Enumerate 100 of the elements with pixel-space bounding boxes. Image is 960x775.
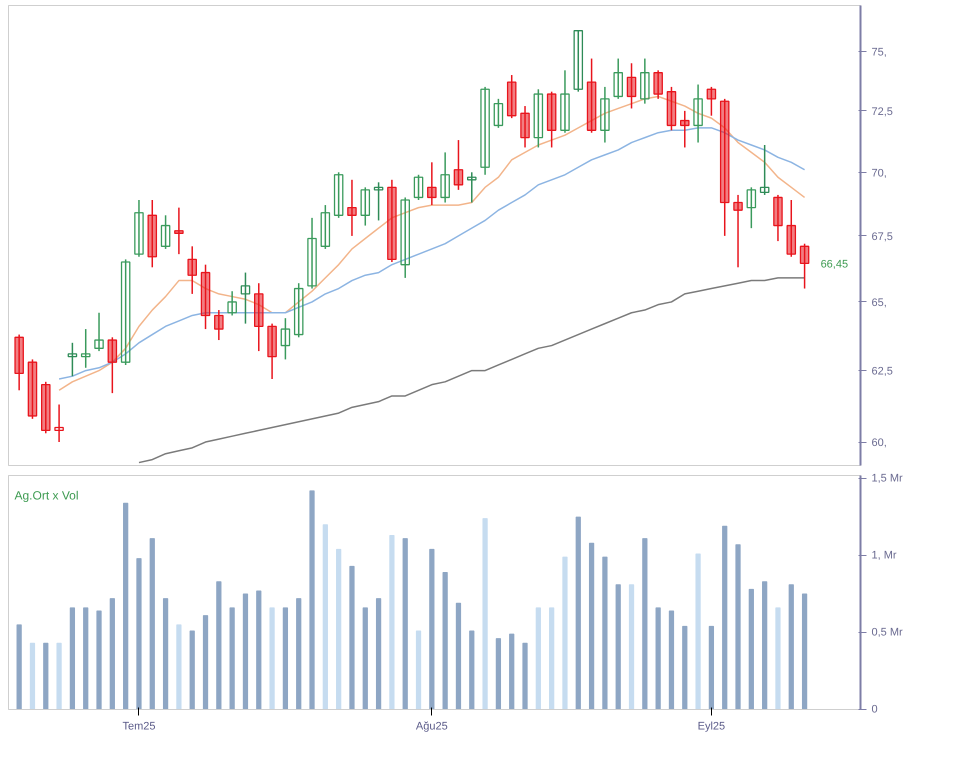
- bar: [269, 607, 275, 710]
- candlestick: [120, 258, 130, 366]
- candlestick: [653, 70, 663, 100]
- bar: [735, 544, 741, 710]
- bar: [695, 554, 701, 710]
- bar: [96, 610, 102, 710]
- candlestick: [41, 381, 51, 434]
- candlestick: [28, 358, 38, 420]
- bar: [429, 548, 434, 710]
- candlestick: [520, 105, 530, 148]
- candlestick: [294, 282, 304, 338]
- bar: [708, 626, 714, 710]
- bar: [522, 642, 528, 710]
- bar: [482, 518, 488, 710]
- candlestick: [574, 30, 584, 92]
- candlestick: [360, 186, 370, 226]
- bar: [788, 584, 794, 710]
- x-tick-label: Eyl25: [698, 720, 726, 732]
- bar: [536, 607, 541, 710]
- candlestick: [613, 58, 623, 100]
- bar: [656, 607, 661, 710]
- candlestick: [720, 98, 730, 237]
- candlestick: [414, 174, 424, 201]
- candlestick: [506, 74, 516, 119]
- bar: [362, 607, 368, 710]
- bar: [509, 634, 514, 710]
- y-tick-label: 1, Mr: [872, 550, 897, 562]
- y-tick-label: 65,: [872, 296, 887, 309]
- candlestick: [586, 58, 596, 134]
- y-tick-label: 0,5 Mr: [872, 626, 904, 639]
- candlestick: [334, 172, 344, 219]
- bar: [216, 581, 222, 710]
- text: Ag.Ort x Vol: [14, 488, 79, 502]
- candlestick: [307, 217, 317, 290]
- bar: [389, 535, 395, 710]
- candlestick: [94, 312, 104, 352]
- x-tick-label: Tem25: [122, 720, 156, 732]
- y-tick-label: 1,5 Mr: [872, 472, 904, 485]
- bar: [802, 594, 808, 710]
- bar: [762, 581, 768, 710]
- bar: [190, 630, 195, 710]
- bar: [616, 584, 621, 710]
- candlestick: [534, 88, 544, 148]
- candlestick: [480, 86, 490, 176]
- candlestick: [254, 282, 264, 352]
- candlestick: [494, 98, 504, 129]
- candlestick: [666, 86, 676, 132]
- candlestick: [148, 199, 158, 268]
- candlestick: [786, 199, 796, 258]
- bar: [642, 538, 648, 710]
- bar: [282, 607, 288, 710]
- bar: [628, 584, 634, 710]
- candlestick: [187, 246, 197, 295]
- bar: [549, 607, 554, 710]
- candlestick: [267, 322, 277, 380]
- candlestick: [14, 334, 24, 392]
- bar: [322, 524, 328, 710]
- bar: [150, 538, 155, 710]
- candlestick: [54, 404, 64, 443]
- bar: [775, 607, 781, 710]
- candlestick: [706, 86, 716, 116]
- bar: [336, 548, 342, 710]
- bar: [176, 624, 182, 710]
- candlestick: [546, 90, 556, 148]
- bar: [309, 490, 315, 710]
- bar: [469, 630, 474, 710]
- y-tick-label: 72,5: [872, 106, 893, 118]
- candlestick: [773, 194, 783, 242]
- candlestick: [80, 328, 90, 369]
- bar: [402, 538, 408, 710]
- bar: [456, 602, 462, 710]
- bar: [416, 630, 422, 710]
- bar: [496, 638, 502, 710]
- candlestick: [760, 144, 770, 196]
- candlestick: [108, 336, 118, 394]
- bar: [682, 626, 688, 710]
- bar: [748, 588, 754, 710]
- candlestick: [214, 309, 224, 341]
- candlestick: [387, 179, 397, 263]
- candlestick: [680, 110, 690, 148]
- bar: [576, 516, 581, 710]
- candlestick: [454, 139, 464, 191]
- bar: [602, 556, 608, 710]
- bar: [136, 558, 142, 710]
- bar: [83, 607, 88, 710]
- bar: [668, 610, 674, 710]
- candlestick: [427, 162, 437, 206]
- candlestick: [746, 186, 756, 229]
- candlestick: [400, 196, 410, 279]
- candlestick: [800, 242, 810, 290]
- candlestick: [174, 206, 184, 255]
- bar: [588, 542, 594, 710]
- bar: [722, 526, 728, 710]
- candlestick: [227, 290, 237, 316]
- y-tick-label: 70,: [872, 167, 887, 180]
- y-tick-label: 62,5: [872, 366, 893, 378]
- bar: [123, 502, 128, 710]
- bar: [442, 572, 448, 710]
- candlestick: [374, 182, 384, 222]
- bar: [70, 607, 76, 710]
